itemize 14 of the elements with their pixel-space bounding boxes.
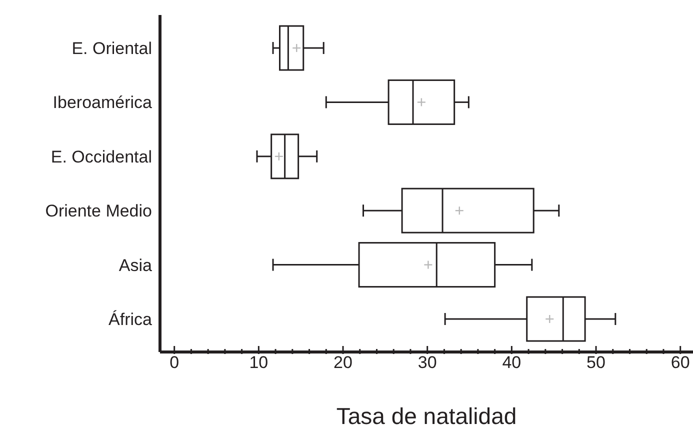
y-tick-label: E. Occidental [50, 147, 152, 166]
x-tick-label: 0 [170, 353, 180, 372]
x-tick-label: 50 [586, 353, 606, 372]
y-tick-label: Iberoamérica [52, 93, 153, 112]
y-tick-label: África [108, 310, 153, 330]
y-tick-label: Asia [118, 256, 153, 275]
x-tick-label: 10 [249, 353, 268, 372]
y-tick-label: Oriente Medio [45, 202, 152, 221]
x-tick-label: 40 [502, 353, 522, 372]
y-tick-label: E. Oriental [72, 39, 152, 58]
x-tick-label: 30 [418, 353, 437, 372]
x-axis-title: Tasa de natalidad [336, 403, 517, 429]
x-tick-label: 20 [334, 353, 352, 372]
x-tick-label: 60 [670, 353, 690, 372]
